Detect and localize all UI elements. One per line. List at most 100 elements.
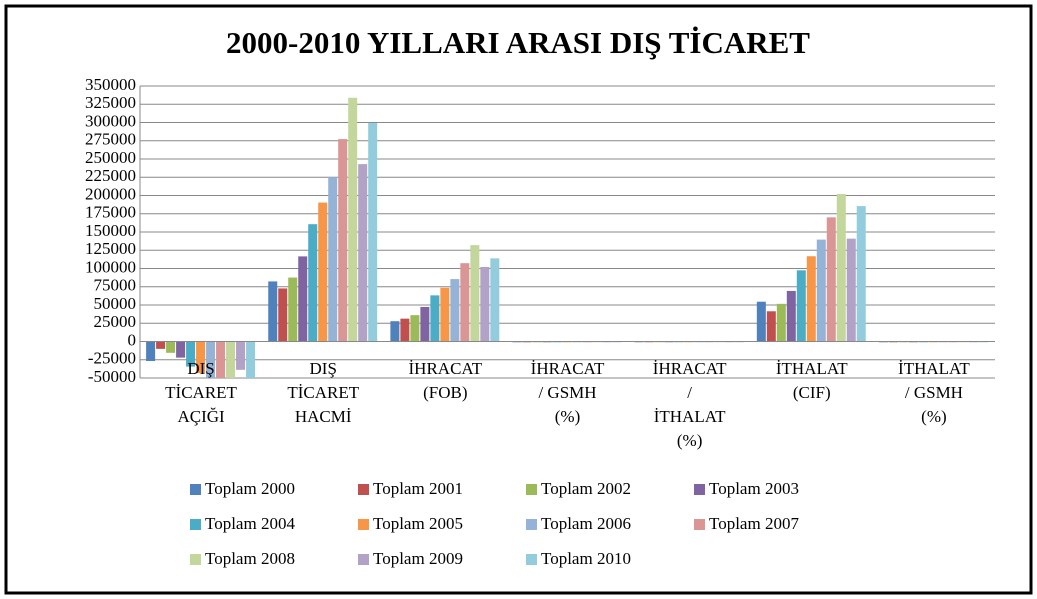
x-tick-label: DIŞ TİCARET HACMİ bbox=[287, 359, 359, 426]
y-tick-label: 100000 bbox=[85, 257, 136, 276]
legend-label: Toplam 2010 bbox=[541, 549, 631, 568]
bar bbox=[186, 341, 196, 367]
legend-swatch bbox=[190, 484, 201, 495]
x-tick-line: DIŞ bbox=[310, 359, 337, 378]
bar bbox=[246, 341, 256, 378]
bar bbox=[786, 290, 796, 342]
x-tick-line: TİCARET bbox=[165, 383, 237, 402]
x-tick-line: (CIF) bbox=[793, 383, 831, 402]
bar bbox=[368, 122, 378, 342]
x-tick-line: İTHALAT bbox=[898, 359, 970, 378]
bar bbox=[226, 341, 236, 378]
bar bbox=[348, 97, 358, 342]
legend-swatch bbox=[190, 519, 201, 530]
bar bbox=[430, 295, 440, 342]
bar bbox=[796, 270, 806, 342]
y-tick-label: 50000 bbox=[94, 294, 137, 313]
x-tick-line: (%) bbox=[921, 407, 946, 426]
y-tick-label: 350000 bbox=[85, 75, 136, 94]
x-tick-line: / GSMH bbox=[905, 383, 963, 402]
legend-label: Toplam 2003 bbox=[709, 479, 799, 498]
x-tick-line: DIŞ bbox=[187, 359, 214, 378]
bar bbox=[166, 341, 176, 353]
frame bbox=[4, 4, 1033, 595]
x-tick-line: İHRACAT bbox=[653, 359, 727, 378]
bar bbox=[420, 306, 430, 342]
bar bbox=[450, 279, 460, 342]
bar bbox=[490, 258, 500, 342]
bar bbox=[480, 266, 490, 342]
bar bbox=[410, 315, 420, 342]
bar bbox=[826, 217, 836, 342]
bar bbox=[298, 256, 308, 342]
y-tick-label: 125000 bbox=[85, 239, 136, 258]
legend-swatch bbox=[358, 484, 369, 495]
bar bbox=[358, 164, 368, 342]
y-tick-label: 25000 bbox=[94, 312, 137, 331]
bar bbox=[400, 318, 410, 342]
y-tick-label: 275000 bbox=[85, 130, 136, 149]
bar bbox=[836, 194, 846, 342]
legend-label: Toplam 2007 bbox=[709, 514, 799, 533]
bar bbox=[460, 263, 470, 342]
y-tick-label: 250000 bbox=[85, 148, 136, 167]
bar bbox=[156, 341, 166, 349]
y-tick-label: -50000 bbox=[88, 367, 136, 386]
y-tick-label: 300000 bbox=[85, 111, 136, 130]
x-tick-line: TİCARET bbox=[287, 383, 359, 402]
bar bbox=[338, 139, 348, 342]
y-tick-label: 200000 bbox=[85, 184, 136, 203]
legend-label: Toplam 2006 bbox=[541, 514, 631, 533]
legend-label: Toplam 2008 bbox=[205, 549, 295, 568]
legend-swatch bbox=[358, 519, 369, 530]
x-tick-line: / bbox=[687, 383, 692, 402]
legend-swatch bbox=[526, 554, 537, 565]
legend-label: Toplam 2005 bbox=[373, 514, 463, 533]
bar bbox=[278, 288, 288, 342]
bar bbox=[766, 311, 776, 342]
bar bbox=[196, 341, 206, 374]
x-tick-label: İHRACAT / GSMH (%) bbox=[531, 359, 605, 426]
bar bbox=[308, 224, 318, 342]
x-tick-label: DIŞ TİCARET AÇIĞI bbox=[165, 359, 237, 426]
legend-swatch bbox=[190, 554, 201, 565]
bar bbox=[440, 287, 450, 342]
x-tick-line: İHRACAT bbox=[409, 359, 483, 378]
bar bbox=[318, 202, 328, 342]
legend-label: Toplam 2004 bbox=[205, 514, 295, 533]
bar bbox=[856, 206, 866, 342]
x-tick-line: (%) bbox=[555, 407, 580, 426]
x-tick-line: AÇIĞI bbox=[177, 407, 225, 426]
x-tick-label: İHRACAT / İTHALAT (%) bbox=[653, 359, 727, 450]
bar bbox=[776, 303, 786, 342]
bar bbox=[236, 341, 246, 370]
y-tick-label: 75000 bbox=[94, 276, 137, 295]
y-tick-label: 225000 bbox=[85, 166, 136, 185]
legend-label: Toplam 2000 bbox=[205, 479, 295, 498]
x-tick-line: İTHALAT bbox=[654, 407, 726, 426]
bar bbox=[816, 239, 826, 342]
bars bbox=[146, 97, 988, 378]
x-tick-line: (%) bbox=[677, 431, 702, 450]
legend-label: Toplam 2002 bbox=[541, 479, 631, 498]
bar bbox=[146, 341, 156, 361]
legend-label: Toplam 2009 bbox=[373, 549, 463, 568]
y-tick-label: -25000 bbox=[88, 349, 136, 368]
legend-swatch bbox=[694, 484, 705, 495]
legend-swatch bbox=[526, 519, 537, 530]
legend-swatch bbox=[694, 519, 705, 530]
bar bbox=[756, 301, 766, 342]
bar bbox=[806, 256, 816, 342]
bar bbox=[846, 238, 856, 342]
x-tick-line: HACMİ bbox=[295, 407, 352, 426]
bar bbox=[216, 341, 226, 378]
bar bbox=[288, 277, 298, 342]
bar bbox=[268, 281, 278, 342]
y-tick-label: 325000 bbox=[85, 93, 136, 112]
x-tick-label: İTHALAT / GSMH (%) bbox=[898, 359, 970, 426]
bar bbox=[470, 245, 480, 342]
legend-label: Toplam 2001 bbox=[373, 479, 463, 498]
legend-swatch bbox=[526, 484, 537, 495]
bar bbox=[206, 341, 216, 378]
